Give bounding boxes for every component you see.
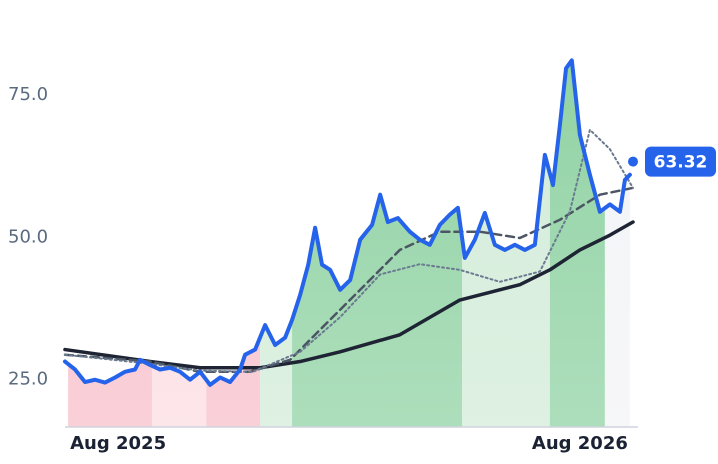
series-line — [63, 220, 635, 370]
last-value-label: 63.32 — [654, 153, 708, 173]
series-line — [63, 58, 632, 387]
last-value-pill — [645, 146, 716, 177]
band-area — [260, 319, 293, 427]
band-area — [549, 60, 605, 427]
y-tick-label: 75.0 — [8, 84, 48, 105]
x-tick-label: Aug 2026 — [532, 433, 628, 454]
band-area — [462, 154, 550, 427]
last-value-dot — [628, 156, 638, 167]
band-area — [604, 174, 630, 427]
band-area — [206, 337, 261, 427]
series-line — [63, 186, 635, 374]
y-tick-label: 25.0 — [8, 369, 48, 390]
band-area — [68, 359, 152, 427]
series-line — [64, 128, 634, 373]
band-area — [292, 194, 463, 427]
y-tick-label: 50.0 — [8, 226, 48, 247]
band-area — [151, 365, 207, 427]
x-tick-label: Aug 2025 — [70, 433, 166, 454]
